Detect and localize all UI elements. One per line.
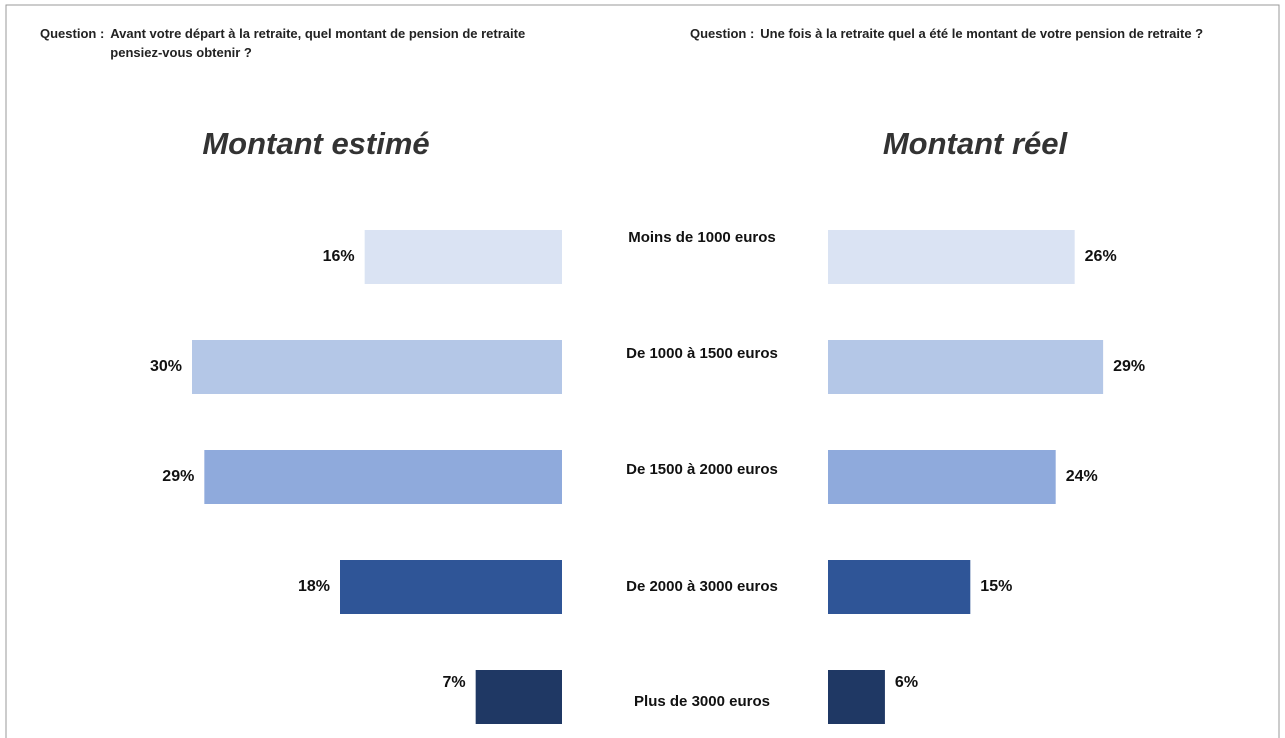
- bar: [340, 560, 562, 614]
- question-right: Question : Une fois à la retraite quel a…: [690, 24, 1270, 43]
- bar: [828, 230, 1075, 284]
- value-label: 15%: [980, 578, 1012, 595]
- value-label: 18%: [298, 578, 330, 595]
- frame: [5, 4, 1280, 738]
- value-label: 30%: [150, 358, 182, 375]
- bar: [828, 450, 1056, 504]
- value-label: 26%: [1085, 248, 1117, 265]
- category-label: De 2000 à 3000 euros: [626, 578, 778, 595]
- value-label: 7%: [443, 674, 466, 691]
- question-text: Avant votre départ à la retraite, quel m…: [110, 26, 526, 60]
- question-label: Question :: [690, 26, 755, 41]
- category-label: Plus de 3000 euros: [634, 693, 770, 710]
- value-label: 24%: [1066, 468, 1098, 485]
- value-label: 29%: [1113, 358, 1145, 375]
- category-label: De 1000 à 1500 euros: [626, 345, 778, 362]
- question-text: Une fois à la retraite quel a été le mon…: [760, 26, 1204, 41]
- bar: [828, 560, 971, 614]
- bar: [364, 230, 562, 284]
- question-left: Question : Avant votre départ à la retra…: [40, 24, 640, 62]
- category-label: Moins de 1000 euros: [628, 229, 776, 246]
- bar: [475, 670, 562, 724]
- chart-title: Montant réel: [883, 126, 1069, 161]
- bar: [828, 340, 1104, 394]
- value-label: 16%: [323, 248, 355, 265]
- bar: [192, 340, 562, 394]
- value-label: 29%: [162, 468, 194, 485]
- chart-title: Montant estimé: [202, 126, 429, 161]
- bar: [204, 450, 563, 504]
- category-label: De 1500 à 2000 euros: [626, 461, 778, 478]
- bar: [828, 670, 885, 724]
- value-label: 6%: [895, 674, 918, 691]
- question-label: Question :: [40, 26, 105, 41]
